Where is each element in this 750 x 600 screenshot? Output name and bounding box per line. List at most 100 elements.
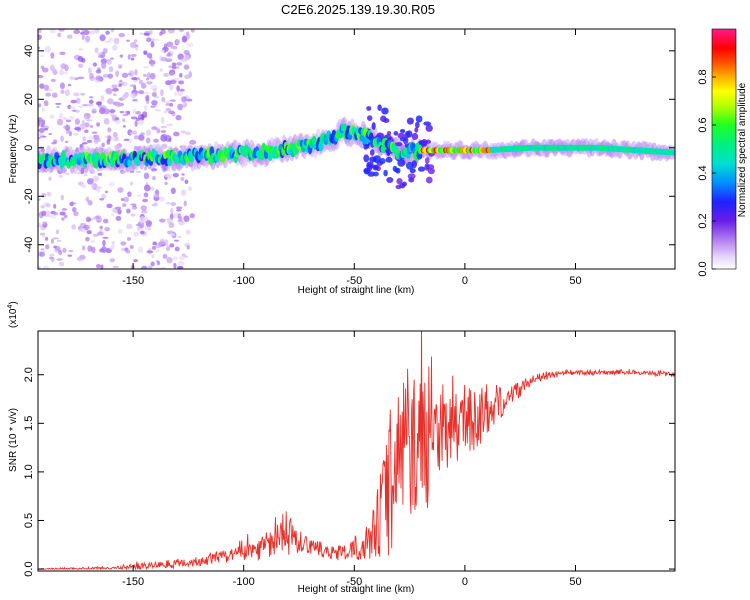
- spectrogram-speckle: [160, 56, 168, 62]
- spectrogram-speckle: [62, 117, 68, 121]
- spectrogram-speckle: [87, 103, 94, 107]
- spectrogram-speckle: [71, 224, 76, 230]
- spectrogram-speckle: [59, 211, 66, 216]
- spectrogram-speckle: [161, 117, 165, 123]
- spectrogram-speckle: [92, 175, 100, 182]
- spectrogram-speckle: [150, 261, 155, 267]
- spectrogram-speckle: [134, 120, 138, 127]
- spectrogram-speckle: [46, 191, 52, 197]
- spectrogram-speckle: [45, 236, 49, 241]
- spectrogram-speckle: [164, 239, 169, 247]
- spectrogram-speckle: [126, 208, 131, 214]
- spectrogram-speckle: [166, 123, 174, 127]
- spectrogram-speckle: [145, 94, 150, 102]
- spectrogram-x-tick-label: -50: [346, 275, 362, 287]
- spectrogram-speckle: [50, 52, 55, 59]
- spectrogram-speckle: [147, 227, 152, 231]
- spectrogram-offshoot: [406, 130, 413, 138]
- spectrogram-speckle: [43, 100, 49, 107]
- spectrogram-speckle: [77, 64, 84, 68]
- snr-y-axis-label: SNR (10 * v/v): [8, 408, 19, 472]
- spectrogram-speckle: [168, 110, 176, 115]
- spectrogram-speckle: [164, 100, 171, 104]
- spectrogram-speckle: [38, 34, 42, 40]
- spectrogram-speckle: [186, 42, 194, 48]
- spectrogram-speckle: [80, 92, 86, 96]
- spectrogram-speckle: [139, 230, 145, 235]
- spectrogram-speckle: [148, 30, 153, 35]
- spectrogram-speckle: [45, 92, 51, 97]
- spectrogram-speckle: [38, 222, 42, 228]
- spectrogram-speckle: [63, 125, 70, 130]
- spectrogram-speckle: [69, 76, 75, 80]
- spectrogram-speckle: [96, 185, 101, 193]
- spectrogram-speckle: [45, 244, 50, 250]
- spectrogram-x-tick-label: 0: [462, 275, 468, 287]
- spectrogram-speckle: [59, 82, 66, 90]
- spectrogram-speckle: [42, 221, 47, 225]
- spectrogram-speckle: [48, 132, 53, 136]
- spectrogram-speckle: [91, 108, 97, 114]
- spectrogram-speckle: [109, 37, 114, 42]
- snr-y-ticks: 0.0 0.5 1.0 1.5 2.0: [23, 367, 675, 577]
- spectrogram-speckle: [166, 256, 173, 264]
- spectrogram-speckle: [103, 117, 110, 125]
- spectrogram-speckle: [162, 254, 168, 259]
- spectrogram-speckle: [110, 213, 115, 216]
- spectrogram-speckle: [83, 174, 88, 177]
- spectrogram-speckle: [51, 92, 58, 98]
- spectrogram-speckle: [175, 39, 180, 45]
- spectrogram-speckle: [185, 131, 191, 135]
- spectrogram-speckle: [100, 95, 105, 102]
- spectrogram-speckle: [149, 72, 156, 80]
- spectrogram-speckle: [138, 134, 145, 141]
- spectrogram-speckle: [172, 172, 179, 178]
- spectrogram-speckle: [60, 89, 65, 94]
- snr-y-tick-label: 1.0: [23, 464, 35, 479]
- spectrogram-speckle: [178, 255, 185, 261]
- colorbar-tick-label: 0.4: [697, 165, 709, 180]
- spectrogram-speckle: [135, 223, 143, 227]
- spectrogram-speckle: [160, 130, 167, 133]
- spectrogram-speckle: [174, 246, 180, 252]
- spectrogram-speckle: [151, 100, 158, 106]
- spectrogram-ridge-cell: [113, 151, 119, 159]
- spectrogram-offshoot: [424, 163, 430, 171]
- spectrogram-speckle: [121, 72, 129, 78]
- spectrogram-offshoot: [392, 165, 398, 172]
- spectrogram-speckle: [134, 69, 138, 76]
- spectrogram-speckle: [80, 222, 86, 226]
- spectrogram-speckle: [153, 194, 160, 198]
- spectrogram-speckle: [42, 265, 50, 269]
- spectrogram-speckle: [139, 32, 144, 35]
- colorbar-ticks: 0.0 0.2 0.4 0.6 0.8: [697, 69, 716, 277]
- spectrogram-speckle: [65, 172, 70, 175]
- spectrogram-speckle: [94, 215, 102, 220]
- spectrogram-speckle: [163, 110, 168, 114]
- spectrogram-speckle: [67, 83, 72, 87]
- snr-frame: [37, 330, 676, 572]
- spectrogram-y-tick-label: -20: [23, 188, 35, 204]
- spectrogram-speckle: [74, 77, 79, 81]
- spectrogram-speckle: [160, 143, 168, 150]
- spectrogram-speckle: [135, 110, 141, 115]
- colorbar: 0.0 0.2 0.4 0.6 0.8 Normalized spectral ampl…: [697, 28, 748, 277]
- spectrogram-speckle: [65, 119, 72, 123]
- spectrogram-speckle: [143, 32, 150, 36]
- spectrogram-speckle: [145, 129, 152, 136]
- spectrogram-speckle: [132, 99, 138, 102]
- spectrogram-speckle: [58, 29, 65, 32]
- spectrogram-speckle: [38, 74, 44, 79]
- spectrogram-speckle: [101, 193, 107, 200]
- spectrogram-speckle: [128, 70, 135, 77]
- spectrogram-speckle: [104, 226, 110, 232]
- spectrogram-offshoot: [417, 166, 426, 172]
- spectrogram-speckle: [135, 44, 139, 47]
- spectrogram-speckle: [69, 115, 75, 120]
- spectrogram-speckle: [165, 80, 172, 86]
- spectrogram-speckle: [57, 32, 62, 38]
- spectrogram-speckle: [161, 96, 166, 103]
- spectrogram-speckle: [85, 236, 90, 242]
- spectrogram-speckle: [111, 84, 118, 89]
- spectrogram-speckle: [89, 30, 95, 35]
